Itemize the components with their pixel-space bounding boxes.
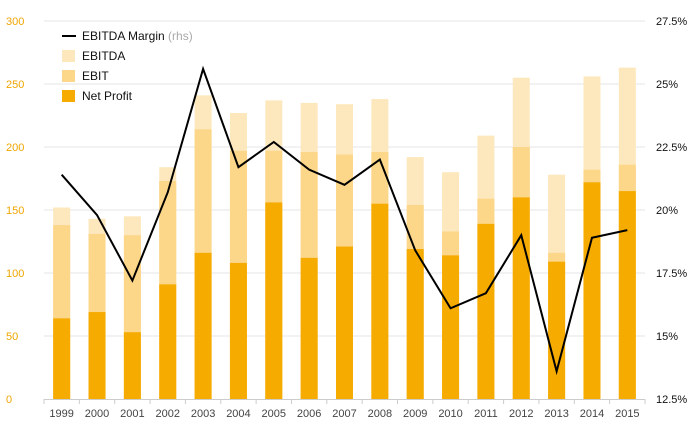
y-right-tick-label: 12.5%: [656, 394, 687, 406]
x-tick-label: 1999: [49, 408, 73, 420]
y-left-tick-label: 300: [6, 16, 24, 28]
x-tick-label: 2005: [262, 408, 286, 420]
bar-net-profit: [618, 191, 636, 399]
bar-net-profit: [123, 332, 141, 399]
x-tick-label: 2015: [615, 408, 639, 420]
x-tick-label: 2014: [580, 408, 604, 420]
bar-net-profit: [53, 318, 71, 399]
x-tick-label: 2010: [438, 408, 462, 420]
axes: 0 50 100 150 200 250 300 12.5% 15% 17.5% 20% 22.5% 2…: [6, 16, 687, 420]
y-left-tick-label: 150: [6, 205, 24, 217]
x-tick-label: 2001: [120, 408, 144, 420]
x-tick-label: 2002: [155, 408, 179, 420]
y-right-tick-label: 20%: [656, 205, 678, 217]
legend: EBITDA Margin (rhs) EBITDA EBIT Net Profit: [62, 29, 193, 103]
x-tick-label: 2012: [509, 408, 533, 420]
x-tick-label: 2003: [191, 408, 215, 420]
bar-net-profit: [583, 182, 601, 399]
margin-line: [60, 65, 628, 376]
legend-swatch: [62, 70, 75, 82]
legend-label-ebitda-margin: EBITDA Margin (rhs): [82, 29, 193, 43]
legend-swatch: [62, 90, 75, 102]
bar-net-profit: [548, 261, 566, 399]
bar-net-profit: [512, 197, 530, 399]
x-tick-label: 2004: [226, 408, 250, 420]
y-right-tick-label: 17.5%: [656, 268, 687, 280]
bar-net-profit: [159, 284, 177, 399]
bar-net-profit: [477, 223, 495, 399]
y-left-tick-label: 250: [6, 79, 24, 91]
x-tick-label: 2000: [85, 408, 109, 420]
y-left-tick-label: 100: [6, 268, 24, 280]
bar-net-profit: [229, 262, 247, 399]
y-left-tick-label: 200: [6, 142, 24, 154]
y-left-tick-label: 50: [6, 331, 18, 343]
y-right-tick-label: 15%: [656, 331, 678, 343]
y-left-tick-label: 0: [6, 394, 12, 406]
y-right-tick-label: 22.5%: [656, 142, 687, 154]
legend-label: Net Profit: [82, 89, 133, 103]
bar-net-profit: [265, 202, 283, 399]
x-tick-label: 2006: [297, 408, 321, 420]
bars: [53, 67, 636, 400]
x-tick-label: 2013: [544, 408, 568, 420]
bar-net-profit: [442, 255, 460, 399]
legend-swatch: [62, 50, 75, 62]
bar-net-profit: [406, 249, 424, 399]
x-tick-label: 2011: [474, 408, 498, 420]
legend-label: EBIT: [82, 69, 109, 83]
x-tick-label: 2007: [332, 408, 356, 420]
y-right-tick-label: 27.5%: [656, 16, 687, 28]
bar-net-profit: [88, 312, 106, 399]
x-tick-label: 2008: [368, 408, 392, 420]
y-right-tick-label: 25%: [656, 79, 678, 91]
bar-net-profit: [336, 246, 353, 399]
bar-net-profit: [300, 257, 318, 399]
bar-net-profit: [371, 203, 389, 399]
bar-net-profit: [194, 252, 212, 399]
legend-label: EBITDA: [82, 49, 125, 63]
line-ebitda-margin: [60, 65, 628, 376]
x-tick-label: 2009: [403, 408, 427, 420]
